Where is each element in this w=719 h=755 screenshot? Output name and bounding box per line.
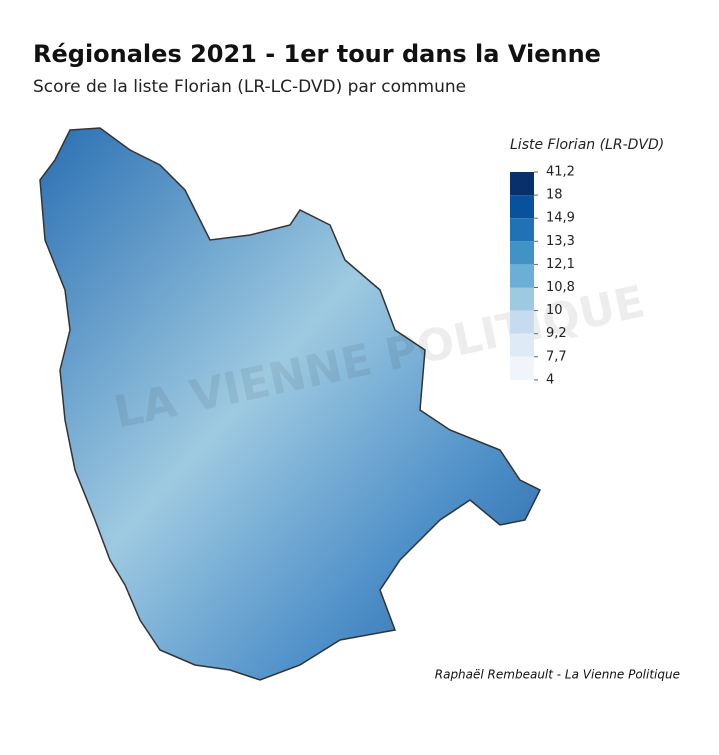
legend-swatch [510, 172, 534, 196]
title: Régionales 2021 - 1er tour dans la Vienn… [33, 40, 601, 68]
legend-label: 10,8 [546, 280, 575, 295]
legend-title: Liste Florian (LR-DVD) [510, 137, 664, 153]
legend-swatch [510, 218, 534, 242]
legend-label: 18 [546, 188, 563, 203]
legend-label: 9,2 [546, 326, 567, 341]
credit: Raphaël Rembeault - La Vienne Politique [435, 668, 680, 682]
legend-swatch [510, 333, 534, 357]
legend-label: 13,3 [546, 234, 575, 249]
legend: 41,2 18 14,9 13,3 12,1 10,8 10 9,2 7,7 4 [510, 165, 575, 387]
subtitle: Score de la liste Florian (LR-LC-DVD) pa… [33, 77, 466, 97]
legend-label: 10 [546, 303, 563, 318]
legend-swatch [510, 195, 534, 219]
legend-label: 7,7 [546, 349, 567, 364]
legend-label: 14,9 [546, 211, 575, 226]
legend-label: 12,1 [546, 257, 575, 272]
legend-swatch [510, 356, 534, 380]
legend-swatch [510, 287, 534, 311]
legend-label: 4 [546, 372, 554, 387]
legend-swatch [510, 310, 534, 334]
legend-label: 41,2 [546, 165, 575, 180]
department-outline [39, 127, 542, 681]
map [39, 127, 542, 681]
legend-swatch [510, 264, 534, 288]
legend-swatch [510, 241, 534, 265]
